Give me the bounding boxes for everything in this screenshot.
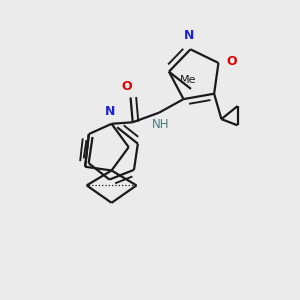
- Text: N: N: [184, 28, 194, 41]
- Text: O: O: [226, 55, 237, 68]
- Text: NH: NH: [152, 118, 169, 131]
- Text: Me: Me: [180, 75, 196, 85]
- Text: N: N: [105, 105, 115, 118]
- Text: O: O: [122, 80, 132, 93]
